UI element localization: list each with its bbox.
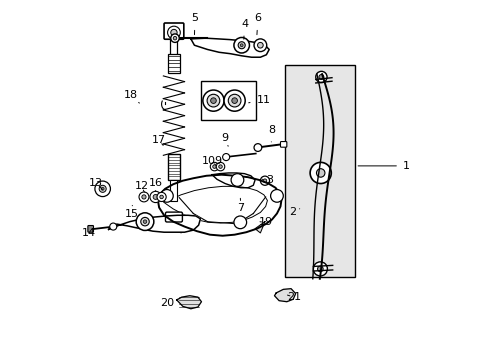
Circle shape [210, 98, 216, 103]
Text: 16: 16 [148, 178, 163, 191]
Text: 3: 3 [262, 175, 272, 185]
Circle shape [170, 34, 179, 42]
Circle shape [141, 217, 149, 226]
Circle shape [231, 98, 237, 103]
Circle shape [240, 44, 243, 47]
Circle shape [317, 266, 323, 272]
Circle shape [222, 154, 229, 161]
Text: 6: 6 [254, 13, 261, 35]
Circle shape [207, 94, 219, 107]
Polygon shape [255, 222, 264, 233]
Polygon shape [108, 215, 200, 232]
Circle shape [253, 144, 261, 152]
Circle shape [160, 195, 163, 199]
Circle shape [212, 165, 216, 168]
Text: 14: 14 [82, 228, 96, 238]
FancyBboxPatch shape [88, 225, 93, 232]
Circle shape [216, 162, 224, 171]
Text: 2: 2 [289, 207, 299, 217]
Polygon shape [175, 222, 186, 233]
Circle shape [99, 185, 106, 192]
Polygon shape [190, 38, 269, 57]
Circle shape [233, 37, 249, 53]
Circle shape [136, 213, 154, 230]
Circle shape [153, 194, 158, 199]
Circle shape [228, 94, 241, 107]
Circle shape [309, 162, 330, 184]
FancyBboxPatch shape [164, 23, 183, 39]
Circle shape [173, 36, 176, 40]
Circle shape [238, 42, 244, 49]
Text: 9: 9 [221, 133, 228, 146]
Bar [167, 54, 180, 73]
Polygon shape [158, 175, 281, 236]
Circle shape [95, 181, 110, 197]
Circle shape [263, 179, 266, 183]
Bar [167, 154, 180, 180]
Bar [285, 66, 354, 277]
Polygon shape [274, 289, 295, 302]
Circle shape [109, 223, 117, 230]
Circle shape [253, 39, 266, 51]
Text: 12: 12 [134, 181, 148, 192]
Text: 19: 19 [258, 217, 272, 227]
Text: 11: 11 [248, 95, 270, 104]
Bar [170, 180, 177, 201]
Circle shape [157, 192, 166, 202]
Polygon shape [212, 173, 255, 188]
Bar [201, 81, 256, 120]
Circle shape [218, 165, 222, 168]
Text: 7: 7 [237, 198, 244, 213]
Text: 109: 109 [201, 156, 222, 166]
Text: 17: 17 [152, 135, 166, 145]
Text: 8: 8 [268, 125, 275, 142]
Circle shape [150, 191, 161, 203]
Circle shape [224, 90, 244, 111]
Text: 20: 20 [160, 298, 177, 309]
Text: 21: 21 [286, 292, 300, 302]
Circle shape [316, 169, 324, 177]
Circle shape [142, 195, 146, 199]
Bar [170, 37, 177, 55]
Polygon shape [176, 296, 201, 309]
Circle shape [167, 26, 180, 39]
Circle shape [233, 216, 246, 229]
Circle shape [203, 90, 224, 111]
Text: 18: 18 [123, 90, 139, 103]
Circle shape [101, 188, 104, 190]
Circle shape [231, 174, 244, 186]
Circle shape [318, 75, 323, 80]
Text: 5: 5 [191, 13, 198, 35]
Circle shape [170, 30, 177, 36]
Circle shape [270, 189, 283, 202]
Text: 15: 15 [125, 206, 139, 219]
Circle shape [315, 71, 326, 83]
Circle shape [257, 42, 263, 48]
Circle shape [313, 262, 327, 276]
Text: 1: 1 [357, 161, 409, 171]
Circle shape [210, 162, 218, 171]
Text: 4: 4 [241, 19, 247, 39]
Circle shape [260, 176, 269, 185]
FancyBboxPatch shape [280, 141, 286, 147]
Circle shape [143, 220, 146, 224]
Text: 13: 13 [89, 178, 103, 190]
Circle shape [160, 189, 173, 202]
Circle shape [139, 192, 148, 202]
FancyBboxPatch shape [165, 212, 182, 222]
